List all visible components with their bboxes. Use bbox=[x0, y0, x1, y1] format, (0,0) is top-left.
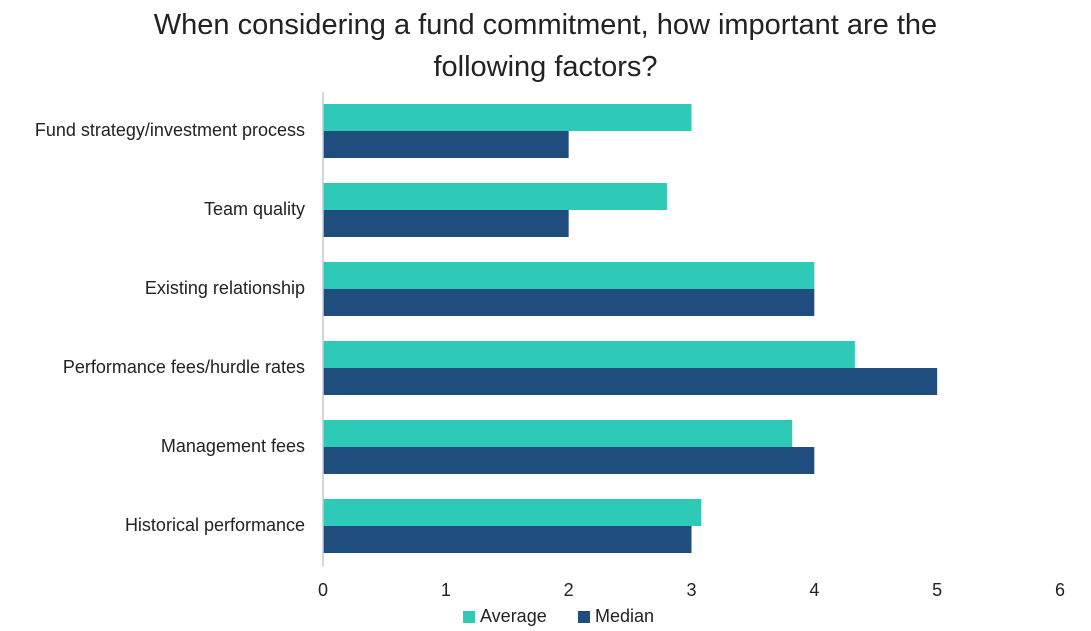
category-label: Fund strategy/investment process bbox=[35, 120, 305, 140]
bar-average-3 bbox=[323, 341, 855, 368]
category-label: Performance fees/hurdle rates bbox=[63, 357, 305, 377]
bar-average-0 bbox=[323, 104, 692, 131]
legend-label-average: Average bbox=[480, 606, 547, 626]
chart-title-line-2: following factors? bbox=[433, 51, 658, 83]
x-tick-label: 5 bbox=[932, 580, 942, 600]
x-tick-label: 4 bbox=[809, 580, 819, 600]
bar-median-3 bbox=[323, 368, 938, 395]
bar-median-2 bbox=[323, 289, 815, 316]
legend-label-median: Median bbox=[595, 606, 654, 626]
category-label: Existing relationship bbox=[145, 278, 305, 298]
bar-average-2 bbox=[323, 262, 815, 289]
category-label: Team quality bbox=[204, 199, 305, 219]
x-tick-label: 3 bbox=[686, 580, 696, 600]
category-label: Management fees bbox=[161, 436, 305, 456]
bar-average-4 bbox=[323, 420, 793, 447]
bar-median-0 bbox=[323, 131, 569, 158]
bar-median-1 bbox=[323, 210, 569, 237]
bar-median-5 bbox=[323, 526, 692, 553]
bar-average-1 bbox=[323, 183, 667, 210]
chart-title-line-1: When considering a fund commitment, how … bbox=[153, 9, 938, 41]
x-tick-label: 1 bbox=[441, 580, 451, 600]
x-tick-label: 2 bbox=[564, 580, 574, 600]
bar-average-5 bbox=[323, 499, 702, 526]
x-tick-label: 6 bbox=[1055, 580, 1065, 600]
legend-swatch-average bbox=[463, 611, 475, 623]
legend-swatch-median bbox=[578, 611, 590, 623]
category-label: Historical performance bbox=[125, 515, 305, 535]
chart-title: When considering a fund commitment, how … bbox=[90, 4, 1001, 88]
bar-median-4 bbox=[323, 447, 815, 474]
x-tick-label: 0 bbox=[318, 580, 328, 600]
